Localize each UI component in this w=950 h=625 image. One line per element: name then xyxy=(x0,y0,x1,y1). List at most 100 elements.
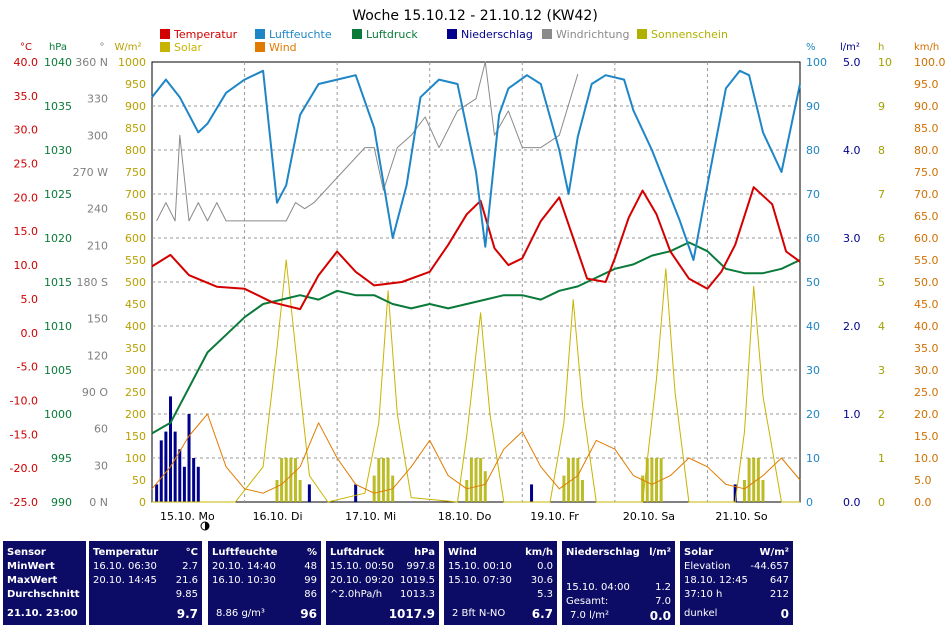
solar-axis-tick-6: 700 xyxy=(125,188,146,201)
wind-header: Wind xyxy=(448,547,477,558)
x-label-0: 15.10. Mo xyxy=(160,510,215,523)
wind-axis-tick-3: 85.0 xyxy=(914,122,939,135)
solar-state: dunkel xyxy=(684,608,718,619)
stats-temperatur: Temperatur °C 16.10. 06:30 2.7 20.10. 14:4… xyxy=(89,541,202,625)
sunshine-bar-5 xyxy=(298,480,302,502)
sunshine-bar-0 xyxy=(275,480,279,502)
solar-axis-tick-0: 1000 xyxy=(118,56,146,69)
pressure-axis-tick-8: 1000 xyxy=(44,408,72,421)
temp-current: 9.7 xyxy=(176,607,198,621)
legend-swatch-0 xyxy=(160,29,170,39)
wind-max-value: 30.6 xyxy=(530,575,553,586)
sunshine-bar-11 xyxy=(465,480,469,502)
wind-bft: 2 Bft N-NO xyxy=(452,608,506,619)
solar-avg: 212 xyxy=(769,589,789,600)
hum-avg: 86 xyxy=(304,589,317,600)
sunshine-bar-12 xyxy=(469,458,473,502)
series-lines xyxy=(151,61,801,503)
sunshine-bar-22 xyxy=(645,458,649,502)
sunshine-bar-18 xyxy=(571,458,575,502)
solar-max-value: 647 xyxy=(769,575,789,586)
solar-axis-unit: W/m² xyxy=(114,42,141,53)
direction-axis-tick-0: 360 N xyxy=(75,56,108,69)
rain-current: 0.0 xyxy=(649,609,671,623)
x-axis-labels: 15.10. Mo 16.10. Di 17.10. Mi 18.10. Do 19.1… xyxy=(160,510,768,523)
rain-total-label: Gesamt: xyxy=(566,596,609,607)
temp-max-value: 21.6 xyxy=(175,575,198,586)
avg-label: Durchschnitt xyxy=(7,589,80,600)
sunshine-bar-28 xyxy=(752,458,756,502)
series-line-solar xyxy=(152,259,800,503)
direction-axis-tick-10: 60 xyxy=(94,423,108,436)
wind-axis-tick-19: 5.0 xyxy=(914,474,932,487)
wind-axis-tick-8: 60.0 xyxy=(914,232,939,245)
temp-axis-tick-4: 20.0 xyxy=(14,191,39,204)
sunshine-bar-1 xyxy=(280,458,284,502)
direction-axis-unit: ° xyxy=(100,42,105,53)
legend-label-1: Luftfeuchte xyxy=(269,28,332,41)
rain-bar-9 xyxy=(196,466,200,502)
rain-axis-tick-0: 5.0 xyxy=(843,56,861,69)
legend-swatch-5 xyxy=(637,29,647,39)
rain-axis-unit: l/m² xyxy=(840,42,860,53)
sunshine-bar-26 xyxy=(742,480,746,502)
solar-elev-label: Elevation xyxy=(684,561,731,572)
press-trend: ^2.0hPa/h xyxy=(330,589,383,600)
series-line-luftdruck xyxy=(151,241,801,435)
temp-header: Temperatur xyxy=(93,547,159,558)
temp-axis-unit: °C xyxy=(20,42,32,53)
wind-axis-tick-14: 30.0 xyxy=(914,364,939,377)
press-current: 1017.9 xyxy=(388,607,435,621)
temp-axis-tick-11: -15.0 xyxy=(10,428,38,441)
direction-axis-tick-2: 300 xyxy=(87,129,108,142)
rain-bar-12 xyxy=(530,484,534,502)
rain-axis-tick-4: 1.0 xyxy=(843,408,861,421)
wind-axis-tick-6: 70.0 xyxy=(914,188,939,201)
rain-bar-6 xyxy=(182,466,186,502)
humidity-axis-tick-9: 10 xyxy=(806,452,820,465)
pressure-axis-tick-5: 1015 xyxy=(44,276,72,289)
x-label-4: 19.10. Fr xyxy=(530,510,579,523)
x-label-6: 21.10. So xyxy=(715,510,767,523)
solar-axis-tick-4: 800 xyxy=(125,144,146,157)
sunshine-bar-29 xyxy=(756,458,760,502)
temp-max-time: 20.10. 14:45 xyxy=(93,575,157,586)
legend-swatch-1 xyxy=(255,29,265,39)
press-max-value: 1019.5 xyxy=(400,575,435,586)
humidity-axis-tick-5: 50 xyxy=(806,276,820,289)
sunshine-axis-tick-2: 8 xyxy=(878,144,885,157)
stats-luftfeuchte: Luftfeuchte% 20.10. 14:40 48 16.10. 10:30… xyxy=(208,541,321,625)
sunshine-axis-unit: h xyxy=(878,42,884,53)
solar-header: Solar xyxy=(684,547,714,558)
pressure-axis-tick-2: 1030 xyxy=(44,144,72,157)
wind-axis-tick-5: 75.0 xyxy=(914,166,939,179)
wind-axis-tick-15: 25.0 xyxy=(914,386,939,399)
timestamp: 21.10. 23:00 xyxy=(7,608,78,619)
wind-axis-tick-4: 80.0 xyxy=(914,144,939,157)
pressure-axis-tick-3: 1025 xyxy=(44,188,72,201)
axis-ticks: 40.035.030.025.020.015.010.05.00.0-5.0-1… xyxy=(10,56,946,509)
solar-axis-tick-7: 650 xyxy=(125,210,146,223)
humidity-axis-tick-7: 30 xyxy=(806,364,820,377)
sunshine-bar-21 xyxy=(641,475,645,502)
wind-min-value: 0.0 xyxy=(537,561,553,572)
pressure-axis-tick-4: 1020 xyxy=(44,232,72,245)
humidity-axis-tick-8: 20 xyxy=(806,408,820,421)
hum-min-value: 48 xyxy=(304,561,317,572)
temp-axis-tick-5: 15.0 xyxy=(14,225,39,238)
rain-rate: 7.0 l/m² xyxy=(570,610,609,621)
rain-axis-tick-1: 4.0 xyxy=(843,144,861,157)
wind-avg: 5.3 xyxy=(537,589,553,600)
series-line-luftfeuchte xyxy=(151,69,801,261)
weather-chart: Woche 15.10.12 - 21.10.12 (KW42) Tempera… xyxy=(10,8,946,531)
wind-unit: km/h xyxy=(525,547,553,558)
solar-axis-tick-5: 750 xyxy=(125,166,146,179)
direction-axis-tick-11: 30 xyxy=(94,459,108,472)
direction-axis-tick-7: 150 xyxy=(87,313,108,326)
humidity-axis-tick-10: 0 xyxy=(806,496,813,509)
solar-axis-tick-12: 400 xyxy=(125,320,146,333)
sunshine-bar-30 xyxy=(761,480,765,502)
hum-max-value: 99 xyxy=(304,575,317,586)
temp-unit: °C xyxy=(185,547,198,558)
humidity-axis-tick-1: 90 xyxy=(806,100,820,113)
